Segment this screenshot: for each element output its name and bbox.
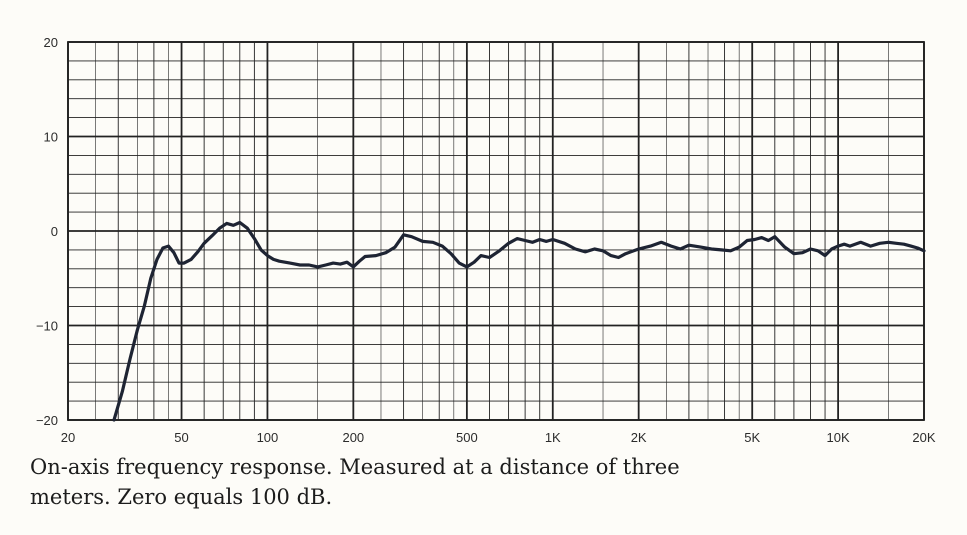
- chart-grid: [67, 41, 925, 421]
- response-curve-line: [112, 220, 926, 422]
- caption-line-2: meters. Zero equals 100 dB.: [30, 485, 333, 509]
- x-tick-label: 50: [174, 430, 188, 445]
- caption-line-1: On-axis frequency response. Measured at …: [30, 455, 680, 479]
- x-tick-label: 10K: [827, 430, 850, 445]
- x-tick-label: 20K: [912, 430, 935, 445]
- y-tick-label: −10: [36, 319, 58, 334]
- chart-series: [112, 220, 926, 422]
- x-tick-label: 20: [61, 430, 75, 445]
- y-tick-label: 0: [51, 224, 58, 239]
- x-tick-label: 1K: [545, 430, 561, 445]
- x-tick-label: 500: [456, 430, 478, 445]
- chart-caption: On-axis frequency response. Measured at …: [30, 452, 930, 512]
- x-tick-label: 100: [257, 430, 279, 445]
- x-tick-label: 5K: [744, 430, 760, 445]
- y-tick-label: 20: [44, 35, 58, 50]
- y-tick-label: −20: [36, 413, 58, 428]
- x-tick-label: 2K: [631, 430, 647, 445]
- x-tick-label: 200: [342, 430, 364, 445]
- y-tick-label: 10: [44, 130, 58, 145]
